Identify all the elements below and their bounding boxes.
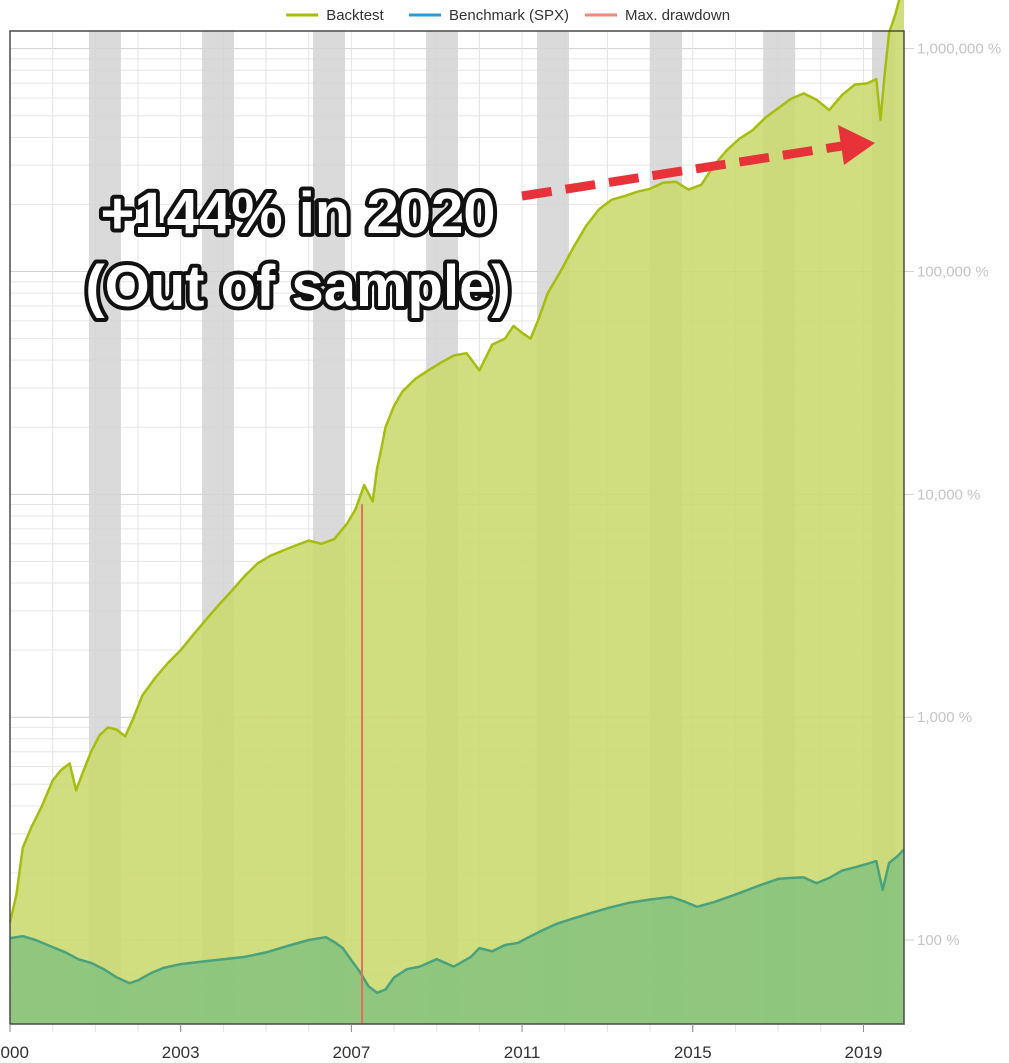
plot-border [9,30,905,1025]
annotation-arrow-shaft [521,141,843,201]
series-line-0 [8,0,901,923]
plot-area [8,0,914,1032]
annotation: +144% in 2020 (Out of sample) [81,125,875,323]
x-tick-label: 2011 [504,1043,541,1062]
x-tick-label: 2003 [162,1043,200,1062]
legend-label: Backtest [326,7,384,24]
y-axis-ticks: 1,000,000 % 100,000 % 10,000 % 1,000 % 100 % [917,41,1001,949]
legend-item[interactable]: Backtest [286,7,385,24]
legend-item[interactable]: Max. drawdown [585,7,730,24]
annotation-line-2: (Out of sample) [85,254,510,319]
series-line-1 [9,848,905,995]
legend-label: Benchmark (SPX) [449,7,569,24]
legend: Backtest Benchmark (SPX) Max. drawdown [286,7,730,24]
x-tick-label: 2019 [845,1043,883,1062]
y-tick-label: 100,000 % [917,263,989,280]
y-tick-label: 1,000 % [917,709,972,726]
y-tick-label: 10,000 % [917,486,980,503]
x-tick-label: 2007 [332,1043,370,1062]
series-area-0 [10,0,904,1024]
annotation-arrow-head [838,125,875,165]
y-tick-label: 1,000,000 % [917,41,1001,58]
x-tick-label: 2015 [674,1043,712,1062]
x-tick-label: 2000 [0,1043,29,1062]
annotation-line-1: +144% in 2020 [100,181,495,246]
series-area-1 [10,849,904,1024]
legend-label: Max. drawdown [625,7,730,24]
series-lines [8,0,905,995]
y-tick-label: 100 % [917,932,960,949]
legend-item[interactable]: Benchmark (SPX) [409,7,569,24]
series-areas [10,0,904,1024]
x-axis-ticks: 2000 2003 2007 2011 2015 2019 [0,1024,882,1062]
